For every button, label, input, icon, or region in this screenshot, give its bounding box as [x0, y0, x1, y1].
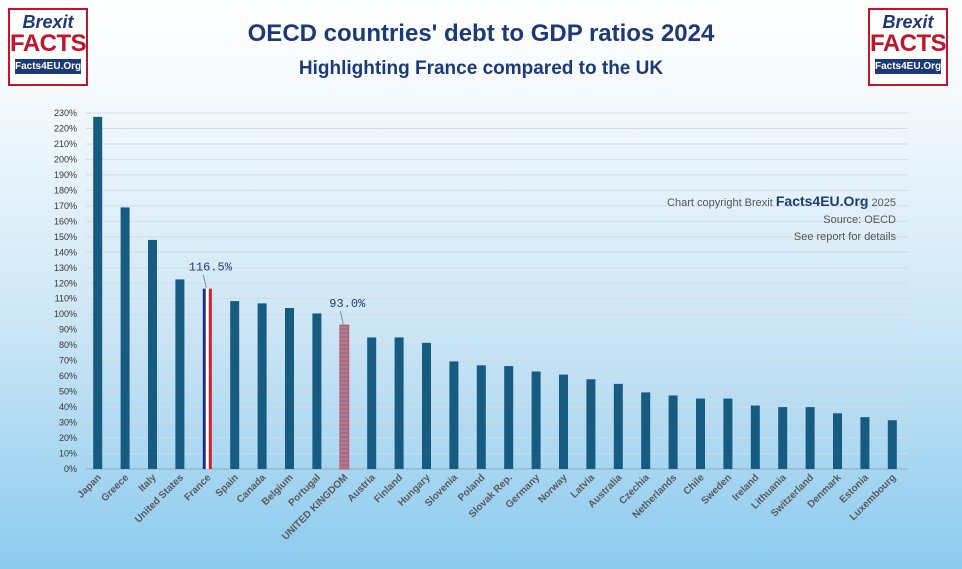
y-tick-label: 200% — [54, 154, 77, 164]
details-note: See report for details — [793, 231, 896, 243]
bar-lithuania — [778, 407, 788, 469]
copyright-brand: Facts4EU.Org — [775, 193, 869, 209]
bar-ireland — [750, 405, 760, 469]
y-tick-label: 170% — [54, 201, 77, 211]
bar-latvia — [586, 379, 596, 469]
copyright-note: Chart copyright Brexit Facts4EU.Org 2025… — [667, 193, 896, 246]
x-tick-label: Greece — [99, 472, 131, 504]
bar-germany — [531, 371, 541, 469]
y-tick-label: 110% — [55, 294, 77, 304]
bar-greece — [120, 207, 130, 469]
y-tick-label: 230% — [54, 108, 77, 118]
logo-facts-text: FACTS — [870, 30, 947, 57]
bar-belgium — [285, 308, 294, 469]
bar-poland — [476, 365, 486, 469]
bar-czechia — [641, 392, 651, 469]
y-tick-label: 90% — [59, 325, 77, 335]
copyright-year: 2025 — [871, 197, 896, 209]
brexit-facts-logo-left: Brexit FACTS Facts4EU.Org — [8, 8, 88, 86]
y-tick-label: 100% — [54, 309, 77, 319]
bar-finland — [394, 337, 404, 469]
bar-spain — [230, 301, 240, 469]
bar-sweden — [723, 398, 733, 469]
x-tick-label: Italy — [137, 472, 159, 494]
source-note: Source: OECD — [823, 214, 896, 226]
value-leader-line — [202, 274, 207, 288]
y-tick-label: 30% — [59, 418, 77, 428]
y-tick-label: 70% — [59, 356, 77, 366]
y-tick-label: 10% — [59, 449, 77, 459]
y-tick-label: 120% — [54, 278, 77, 288]
y-tick-label: 190% — [54, 170, 77, 180]
y-tick-label: 220% — [54, 123, 77, 133]
value-label-france: 116.5% — [189, 261, 233, 275]
bar-france — [202, 288, 212, 469]
y-tick-label: 50% — [59, 387, 77, 397]
logo-site-text: Facts4EU.Org — [875, 59, 942, 74]
bar-netherlands — [668, 395, 678, 469]
bar-hungary — [422, 342, 431, 469]
y-tick-label: 0% — [64, 464, 77, 474]
y-tick-label: 20% — [59, 433, 77, 443]
bar-norway — [559, 374, 568, 469]
logo-brexit-text: Brexit — [22, 12, 74, 32]
y-tick-label: 130% — [54, 263, 77, 273]
y-tick-label: 160% — [54, 216, 77, 226]
logo-brexit-text: Brexit — [882, 12, 934, 32]
bar-austria — [367, 337, 377, 469]
bar-denmark — [833, 413, 842, 469]
y-tick-label: 180% — [54, 185, 77, 195]
bar-luxembourg — [887, 420, 897, 469]
x-tick-label: Norway — [536, 472, 570, 506]
copyright-prefix: Chart copyright Brexit — [667, 197, 773, 209]
value-label-united-kingdom: 93.0% — [329, 297, 366, 311]
y-axis: 0% 10% 20% 30% 40% 50% 60% 70% 80% 90% 100% 110% 120… — [54, 108, 77, 474]
bar-switzerland — [805, 407, 815, 469]
bar-portugal — [312, 313, 322, 469]
chart-title: OECD countries' debt to GDP ratios 2024 — [247, 20, 715, 47]
brexit-facts-logo-right: Brexit FACTS Facts4EU.Org — [868, 8, 948, 86]
bar-japan — [93, 116, 103, 469]
x-tick-label: Sweden — [700, 472, 735, 507]
y-tick-label: 60% — [59, 371, 77, 381]
value-leader-line — [339, 310, 344, 325]
highlight-labels: 116.5% 93.0% — [189, 261, 366, 325]
bar-estonia — [860, 417, 870, 469]
bar-canada — [257, 303, 267, 469]
x-tick-label: France — [182, 472, 213, 503]
y-tick-label: 140% — [54, 247, 77, 257]
gridlines — [86, 112, 908, 470]
x-tick-label: Chile — [682, 472, 707, 497]
bar-australia — [613, 383, 623, 469]
chart-subtitle: Highlighting France compared to the UK — [298, 58, 664, 79]
bar-chile — [696, 398, 705, 469]
bar-slovak-rep — [504, 366, 514, 469]
bar-united-kingdom — [339, 324, 350, 470]
bar-italy — [148, 239, 157, 469]
bar-united-states — [175, 279, 185, 469]
bars — [93, 116, 897, 470]
logo-site-text: Facts4EU.Org — [15, 59, 82, 74]
bar-slovenia — [449, 361, 459, 469]
y-tick-label: 40% — [59, 402, 77, 412]
y-tick-label: 150% — [54, 232, 77, 242]
y-tick-label: 80% — [59, 340, 77, 350]
x-tick-label: United States — [133, 472, 186, 525]
logo-facts-text: FACTS — [10, 30, 87, 57]
y-tick-label: 210% — [54, 139, 77, 149]
